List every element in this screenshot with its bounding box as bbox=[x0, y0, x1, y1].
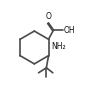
Text: O: O bbox=[46, 12, 51, 21]
Text: NH₂: NH₂ bbox=[51, 42, 66, 51]
Text: OH: OH bbox=[63, 25, 75, 34]
